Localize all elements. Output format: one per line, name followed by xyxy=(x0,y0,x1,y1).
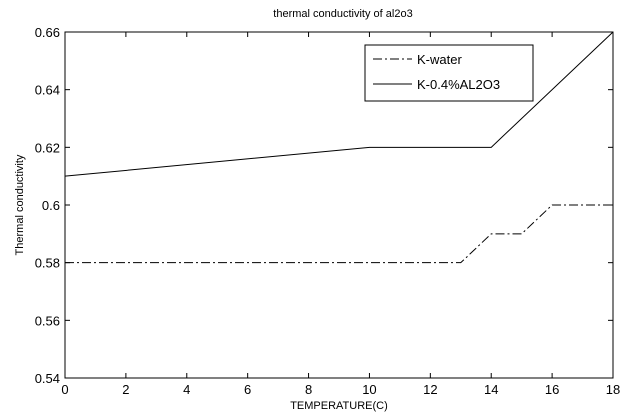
legend-box xyxy=(364,44,534,102)
y-tick-label: 0.66 xyxy=(35,25,60,40)
series-lines xyxy=(64,31,614,264)
y-tick-label: 0.54 xyxy=(35,371,60,386)
legend-label-k-water: K-water xyxy=(417,52,462,67)
ticks: 0 2 4 6 8 10 12 14 16 18 0.54 0.56 0.58 0.6 0.62 0.64 0.… xyxy=(35,25,620,397)
y-tick-label: 0.56 xyxy=(35,313,60,328)
x-axis-title: TEMPERATURE(C) xyxy=(290,400,388,412)
series-line-k-al2o3 xyxy=(64,31,614,177)
x-tick-label: 10 xyxy=(362,382,376,397)
y-tick-label: 0.62 xyxy=(35,140,60,155)
y-axis-title: Thermal conductivity xyxy=(14,154,26,255)
x-tick-label: 6 xyxy=(244,382,251,397)
x-tick-label: 4 xyxy=(183,382,190,397)
series-line-k-water xyxy=(65,204,613,264)
y-tick-label: 0.58 xyxy=(35,256,60,271)
y-tick-label: 0.64 xyxy=(35,83,60,98)
x-tick-label: 2 xyxy=(122,382,129,397)
x-tick-label: 18 xyxy=(606,382,620,397)
x-tick-label: 16 xyxy=(545,382,559,397)
x-tick-label: 8 xyxy=(305,382,312,397)
legend: K-water K-0.4%AL2O3 xyxy=(364,44,534,102)
y-tick-label: 0.6 xyxy=(42,198,60,213)
x-tick-label: 12 xyxy=(423,382,437,397)
x-tick-label: 14 xyxy=(484,382,498,397)
chart-title: thermal conductivity of al2o3 xyxy=(273,8,412,20)
x-tick-label: 0 xyxy=(61,382,68,397)
legend-label-k-al2o3: K-0.4%AL2O3 xyxy=(417,77,500,92)
